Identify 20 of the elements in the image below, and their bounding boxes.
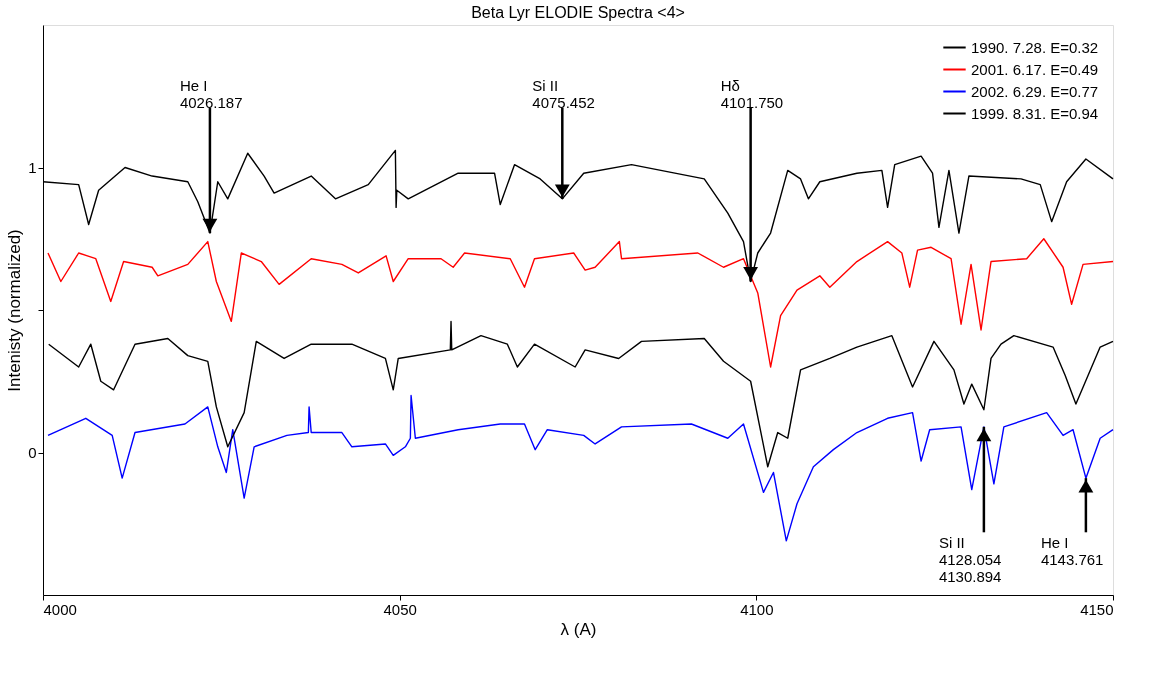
y-tick-label: 0	[28, 444, 37, 461]
line-series	[48, 320, 1114, 468]
x-tick-label: 4000	[43, 600, 77, 618]
legend-label: 2002. 6.29. E=0.77	[971, 82, 1099, 100]
x-axis-title: λ (A)	[560, 619, 597, 639]
annotation: He I 4143.761	[1040, 534, 1104, 569]
line-series	[47, 238, 1114, 368]
annotation: Si II 4128.054 4130.894	[938, 534, 1002, 586]
y-axis-title: Intenisty (normalized)	[5, 229, 25, 392]
x-tick-label: 4100	[740, 600, 774, 618]
annotation: He I 4026.187	[179, 76, 243, 111]
chart-title: Beta Lyr ELODIE Spectra <4>	[471, 4, 685, 21]
legend-label: 1999. 8.31. E=0.94	[971, 104, 1099, 122]
y-tick-label: 1	[28, 159, 37, 176]
legend-label: 2001. 6.17. E=0.49	[971, 60, 1099, 78]
annotation: Hδ 4101.750	[720, 76, 784, 111]
annotation: Si II 4075.452	[532, 76, 595, 111]
legend-label: 1990. 7.28. E=0.32	[971, 38, 1099, 56]
x-tick-label: 4050	[383, 600, 417, 618]
x-tick-label: 4150	[1080, 600, 1114, 618]
